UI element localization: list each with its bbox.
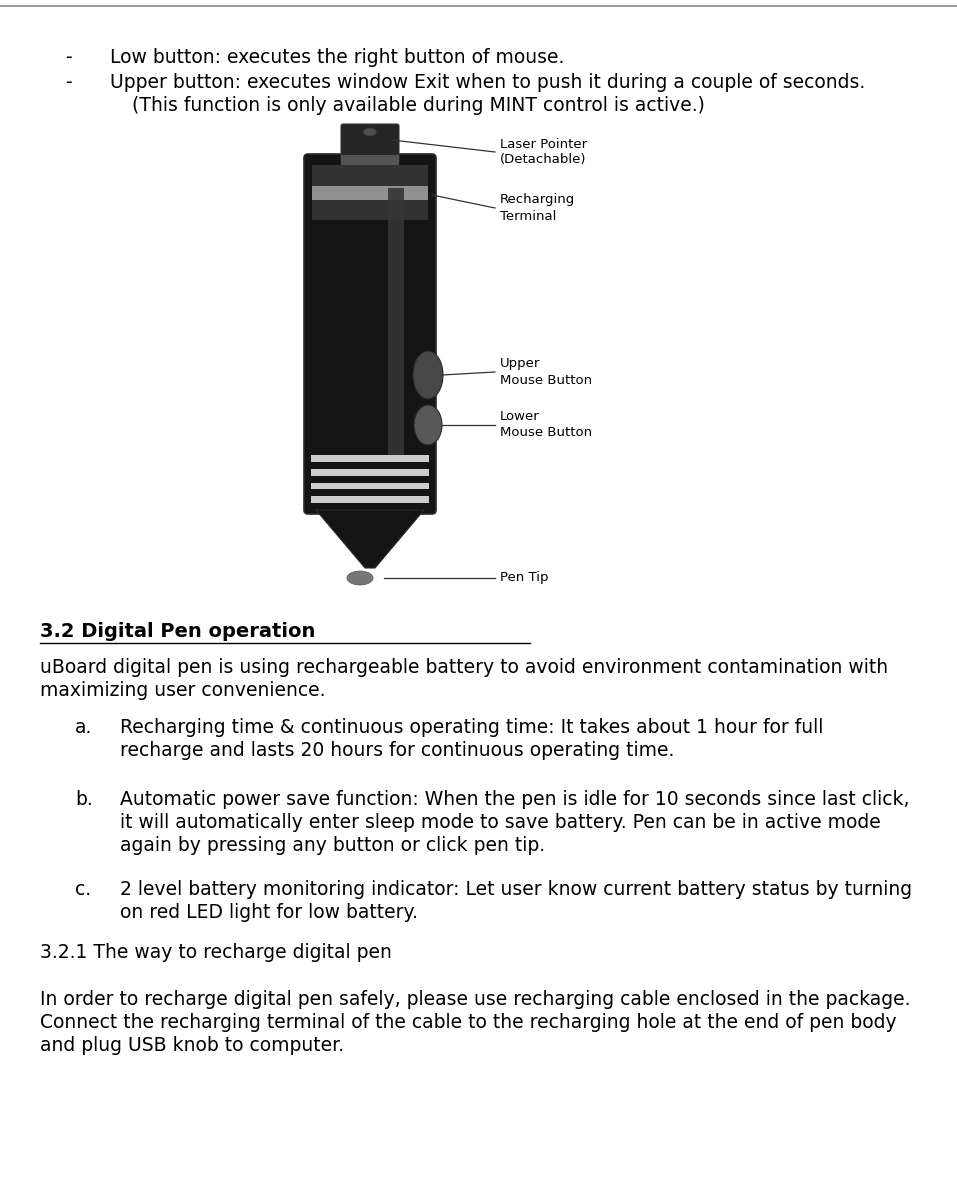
Bar	[311, 503, 429, 510]
Text: Recharging time & continuous operating time: It takes about 1 hour for full: Recharging time & continuous operating t…	[120, 718, 823, 737]
Bar	[311, 476, 429, 483]
Text: -: -	[65, 73, 72, 92]
Text: again by pressing any button or click pen tip.: again by pressing any button or click pe…	[120, 836, 545, 855]
Text: Connect the recharging terminal of the cable to the recharging hole at the end o: Connect the recharging terminal of the c…	[40, 1012, 897, 1032]
Text: maximizing user convenience.: maximizing user convenience.	[40, 681, 325, 700]
Ellipse shape	[414, 405, 442, 446]
Ellipse shape	[347, 570, 373, 585]
Ellipse shape	[413, 351, 443, 399]
Text: Low button: executes the right button of mouse.: Low button: executes the right button of…	[110, 48, 565, 67]
Text: -: -	[65, 48, 72, 67]
FancyBboxPatch shape	[341, 124, 399, 162]
Bar	[312, 186, 428, 201]
Text: Pen Tip: Pen Tip	[500, 572, 548, 585]
Bar	[312, 165, 428, 220]
Bar	[311, 462, 429, 468]
Polygon shape	[316, 510, 424, 568]
Text: Automatic power save function: When the pen is idle for 10 seconds since last cl: Automatic power save function: When the …	[120, 790, 909, 809]
Bar	[311, 496, 429, 503]
Bar	[311, 468, 429, 476]
Ellipse shape	[364, 129, 376, 136]
Text: uBoard digital pen is using rechargeable battery to avoid environment contaminat: uBoard digital pen is using rechargeable…	[40, 658, 888, 677]
FancyBboxPatch shape	[304, 154, 436, 514]
Text: (This function is only available during MINT control is active.): (This function is only available during …	[132, 96, 705, 115]
Text: 3.2 Digital Pen operation: 3.2 Digital Pen operation	[40, 622, 316, 641]
Text: on red LED light for low battery.: on red LED light for low battery.	[120, 903, 418, 922]
Bar	[311, 489, 429, 496]
Text: b.: b.	[75, 790, 93, 809]
Text: Recharging
Terminal: Recharging Terminal	[500, 193, 575, 222]
Text: and plug USB knob to computer.: and plug USB knob to computer.	[40, 1036, 345, 1054]
Bar	[311, 455, 429, 462]
Text: Lower
Mouse Button: Lower Mouse Button	[500, 411, 592, 440]
Text: Upper
Mouse Button: Upper Mouse Button	[500, 358, 592, 387]
Text: a.: a.	[75, 718, 93, 737]
Text: 2 level battery monitoring indicator: Let user know current battery status by tu: 2 level battery monitoring indicator: Le…	[120, 880, 912, 900]
Text: c.: c.	[75, 880, 91, 900]
Text: it will automatically enter sleep mode to save battery. Pen can be in active mod: it will automatically enter sleep mode t…	[120, 813, 880, 832]
Text: Upper button: executes window Exit when to push it during a couple of seconds.: Upper button: executes window Exit when …	[110, 73, 865, 92]
Bar	[311, 483, 429, 489]
Bar	[341, 155, 399, 165]
Bar	[388, 189, 404, 495]
Text: Laser Pointer
(Detachable): Laser Pointer (Detachable)	[500, 137, 588, 167]
Text: 3.2.1 The way to recharge digital pen: 3.2.1 The way to recharge digital pen	[40, 943, 391, 962]
Text: In order to recharge digital pen safely, please use recharging cable enclosed in: In order to recharge digital pen safely,…	[40, 990, 910, 1009]
Text: recharge and lasts 20 hours for continuous operating time.: recharge and lasts 20 hours for continuo…	[120, 741, 675, 760]
